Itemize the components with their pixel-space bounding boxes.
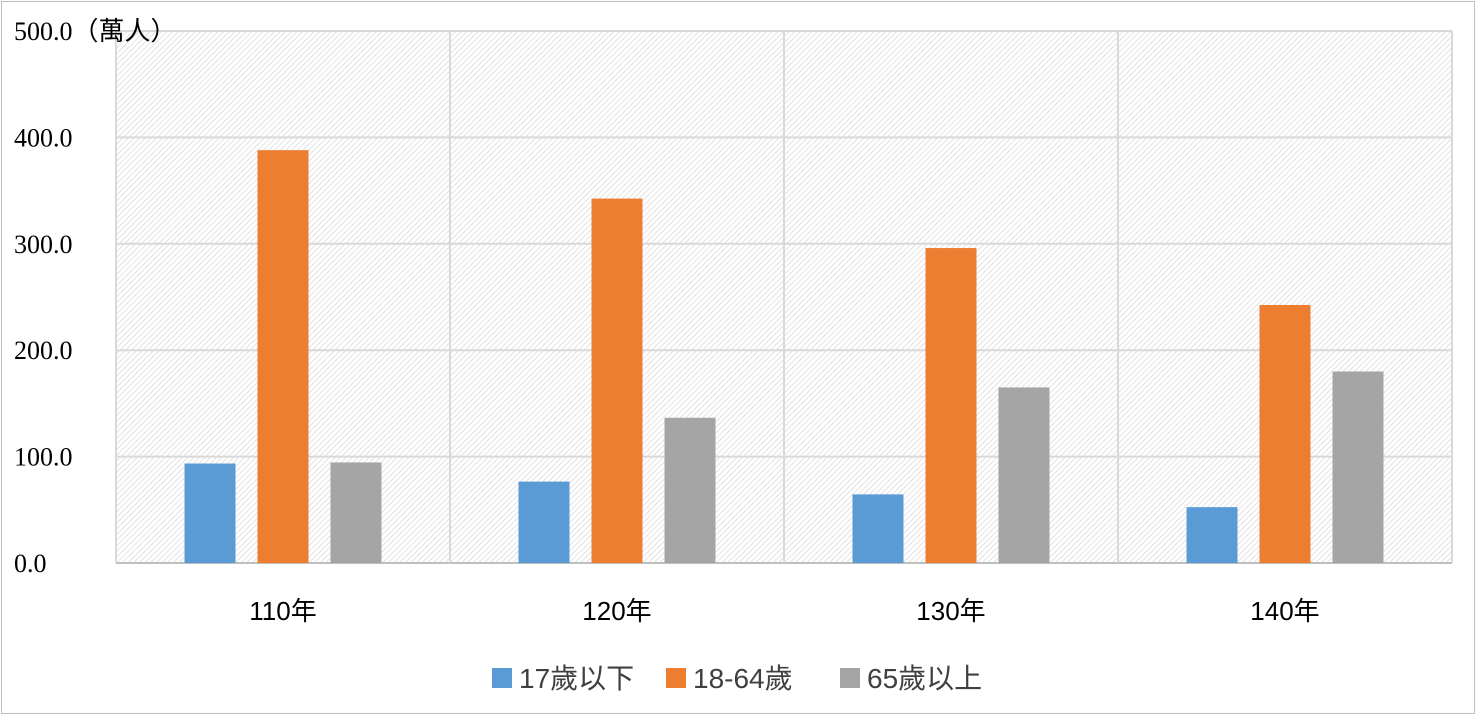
y-axis-ticks: 0.0 100.0 200.0 300.0 400.0 500.0（萬人） xyxy=(14,17,177,578)
x-tick-label: 130年 xyxy=(916,596,985,626)
bar xyxy=(1332,371,1384,563)
bar xyxy=(852,494,904,563)
y-tick-label: 400.0 xyxy=(14,123,73,152)
bar xyxy=(925,248,977,563)
bar xyxy=(1259,304,1311,563)
x-tick-label: 120年 xyxy=(582,596,651,626)
legend-label: 18-64歲 xyxy=(693,663,793,694)
bar xyxy=(330,462,382,563)
y-tick-label: 300.0 xyxy=(14,230,73,259)
bars xyxy=(184,150,1384,563)
bar xyxy=(998,387,1050,563)
legend-swatch xyxy=(492,668,512,688)
legend-swatch xyxy=(666,668,686,688)
gridlines xyxy=(115,30,1453,564)
x-axis-ticks: 110年 120年 130年 140年 xyxy=(249,596,1319,626)
bar xyxy=(257,150,309,563)
y-tick-label: 200.0 xyxy=(14,336,73,365)
bar xyxy=(591,198,643,563)
legend-swatch xyxy=(840,668,860,688)
y-tick-label: 100.0 xyxy=(14,443,73,472)
x-tick-label: 110年 xyxy=(249,596,316,626)
bar xyxy=(1186,507,1238,563)
legend: 17歲以下 18-64歲 65歲以上 xyxy=(492,663,982,694)
legend-label: 17歲以下 xyxy=(519,663,634,694)
y-tick-label: 0.0 xyxy=(14,549,47,578)
bar xyxy=(184,463,236,563)
bar xyxy=(518,481,570,563)
y-unit-label: 500.0（萬人） xyxy=(14,17,177,46)
legend-label: 65歲以上 xyxy=(867,663,982,694)
bar xyxy=(664,417,716,563)
x-tick-label: 140年 xyxy=(1250,596,1319,626)
